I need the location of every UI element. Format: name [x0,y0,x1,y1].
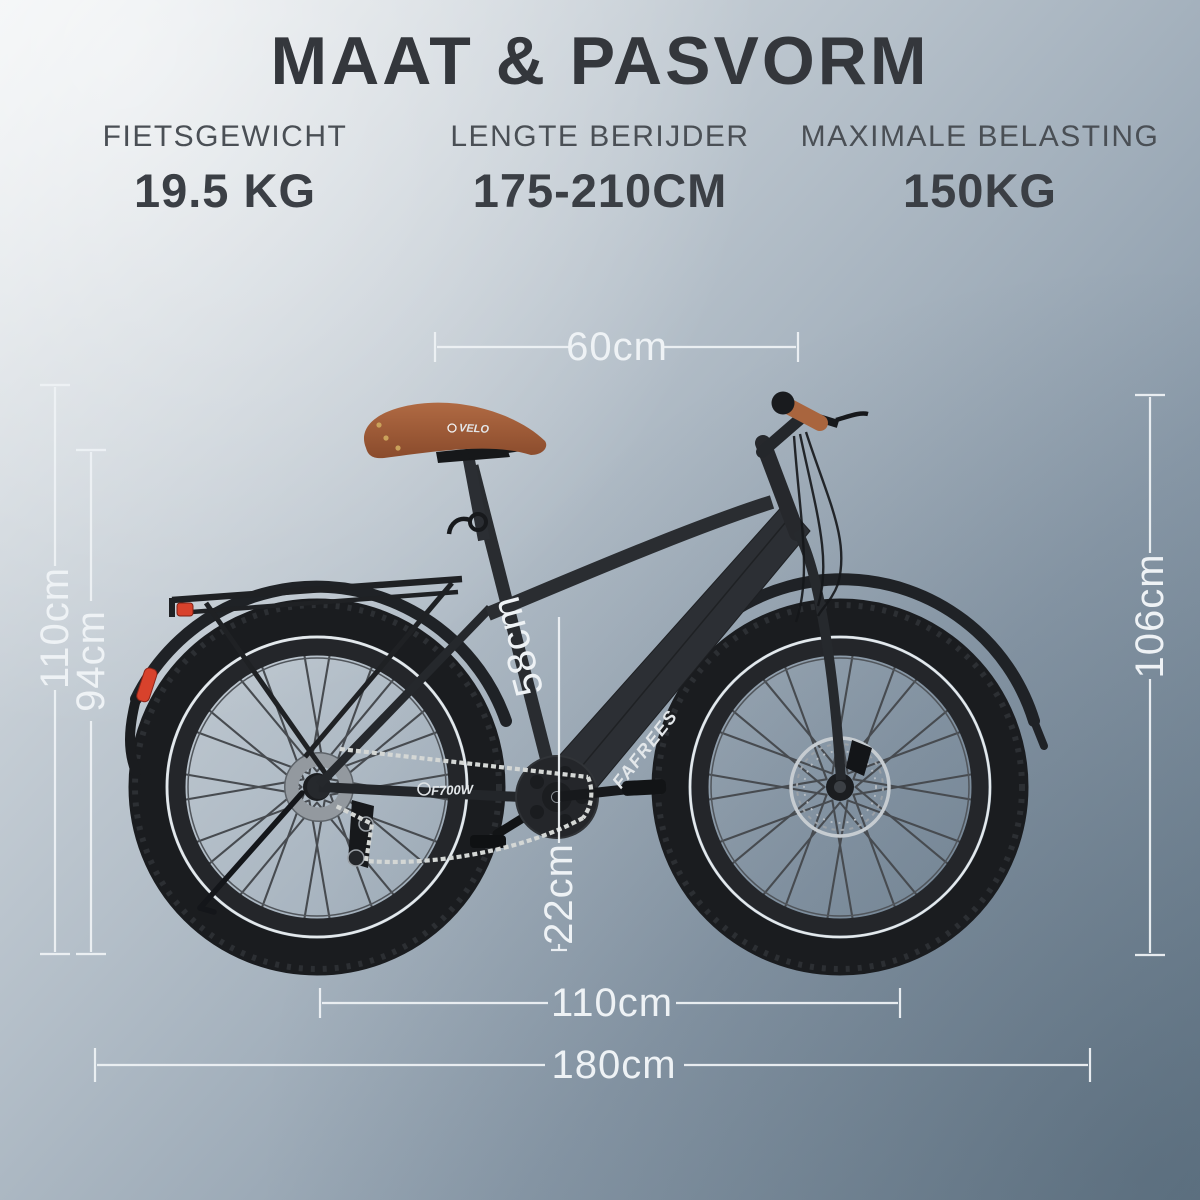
dimension-label: 110cm [551,981,673,1025]
stat-value: 150KG [903,164,1057,217]
dimension-label: 60cm [566,325,668,369]
dimension-saddle-to-handlebar: 60cm [433,325,800,369]
dimension-handlebar-height: 106cm [1128,393,1172,957]
stat-bike-weight: FIETSGEWICHT 19.5 KG [40,120,410,218]
stat-label: FIETSGEWICHT [102,120,348,153]
handlebar-assembly [756,391,869,623]
stat-rider-height: LENGTE BERIJDER 175-210CM [410,120,790,218]
saddle-brand-label: VELO [459,422,490,436]
fork [792,528,846,781]
rear-mudflap [125,694,141,777]
bar-end [771,391,795,415]
model-logo-icon [417,782,431,796]
dimension-crank-clearance: 22cm [537,617,581,952]
dimension-label: 22cm [537,843,581,945]
stats-row: FIETSGEWICHT 19.5 KG LENGTE BERIJDER 175… [0,120,1200,240]
dimension-height-seat: 94cm [69,448,113,956]
stat-label: LENGTE BERIJDER [450,120,750,153]
brake-lever [835,411,869,423]
top-tube [485,495,775,621]
drivetrain [335,746,667,865]
left-pedal [470,835,506,848]
stat-max-load: MAXIMALE BELASTING 150KG [790,120,1170,218]
taillight [176,602,194,617]
dimension-label: 94cm [69,610,113,712]
dimension-label: 110cm [33,567,77,689]
rear-reflector [136,667,158,703]
seat-clamp [468,512,488,532]
dimension-height-total: 110cm [33,383,77,956]
seatstay [315,605,494,788]
seatpost [462,453,490,542]
dimension-label: 106cm [1128,553,1172,678]
stem [756,413,806,458]
stat-value: 19.5 KG [133,164,317,217]
front-wheel [658,605,1022,969]
saddle-assembly: VELO [363,402,547,542]
dimension-label: 180cm [551,1043,676,1087]
model-label: F700W [431,782,475,799]
page-title: MAAT & PASVORM [270,23,930,99]
dimension-total-length: 180cm [93,1043,1092,1087]
rear-rack [169,575,463,782]
kickstand [197,790,305,915]
stat-value: 175-210CM [472,164,728,217]
stat-label: MAXIMALE BELASTING [800,120,1160,153]
dimension-wheelbase: 110cm [318,981,902,1025]
head-tube [755,435,805,541]
brake-cables [792,431,843,623]
right-pedal [621,779,667,796]
